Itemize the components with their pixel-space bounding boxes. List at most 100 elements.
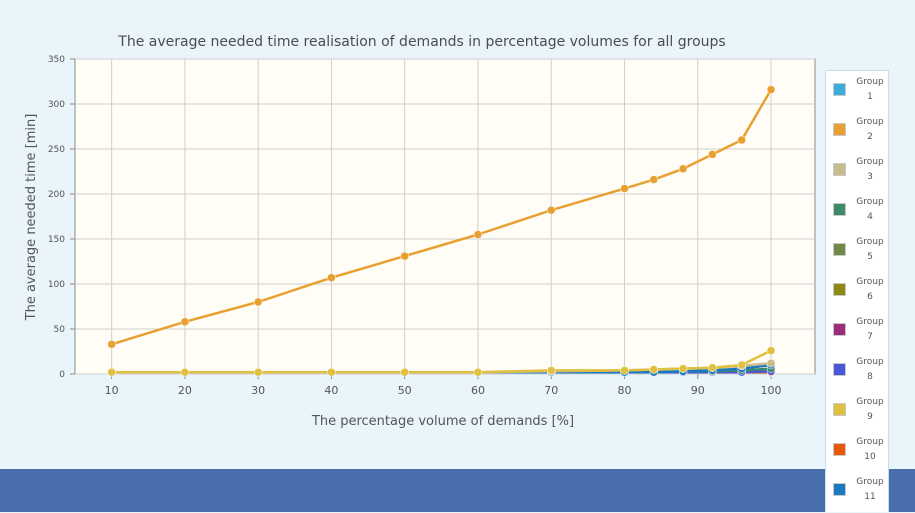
legend-label-line: Group <box>856 357 884 367</box>
legend-label-line: Group <box>856 77 884 87</box>
x-tick-label: 90 <box>691 384 705 397</box>
footer-band <box>0 469 915 512</box>
legend-label-line: Group <box>856 437 884 447</box>
plot-area <box>74 58 816 375</box>
legend-label-line: Group <box>856 477 884 487</box>
x-tick-label: 80 <box>618 384 632 397</box>
legend-label-line: 5 <box>867 252 873 262</box>
data-point <box>708 150 717 159</box>
legend-label-line: 7 <box>867 332 873 342</box>
data-point <box>180 317 190 327</box>
data-point <box>107 367 116 377</box>
y-tick-label: 350 <box>48 55 65 65</box>
legend-label-line: Group <box>856 317 884 327</box>
legend-item[interactable]: Group 9 <box>826 393 888 433</box>
legend-label-line: 9 <box>867 412 873 422</box>
legend-item[interactable]: Group 5 <box>826 233 888 273</box>
x-tick-label: 50 <box>398 384 412 397</box>
legend-label-line: 10 <box>864 452 876 462</box>
legend-label-line: 11 <box>864 492 876 502</box>
data-point <box>678 364 688 373</box>
legend-label-line: 3 <box>867 172 873 182</box>
legend-label: Group 3 <box>852 155 888 185</box>
x-tick-label: 10 <box>105 384 119 397</box>
data-point <box>620 184 629 193</box>
data-point <box>649 365 659 374</box>
legend-label-line: Group <box>856 237 884 247</box>
data-point <box>708 363 717 372</box>
legend-item[interactable]: Group 4 <box>826 193 888 233</box>
data-point <box>546 366 556 375</box>
legend-swatch <box>833 203 846 216</box>
legend-label: Group 10 <box>852 435 888 465</box>
legend-item[interactable]: Group 1 <box>826 73 888 113</box>
data-point <box>400 251 409 261</box>
y-tick-label: 300 <box>48 100 65 110</box>
legend-item[interactable]: Group 10 <box>826 433 888 473</box>
x-tick-label: 20 <box>178 384 192 397</box>
legend-label: Group 11 <box>852 475 888 505</box>
data-point <box>473 367 483 377</box>
legend-swatch <box>833 163 846 176</box>
data-point <box>327 273 336 282</box>
grid <box>75 58 815 375</box>
legend-swatch <box>833 83 846 96</box>
legend-label-line: Group <box>856 397 884 407</box>
legend-label: Group 7 <box>852 315 888 345</box>
y-tick-label: 150 <box>48 235 65 245</box>
y-tick-label: 0 <box>59 370 65 380</box>
y-tick-label: 250 <box>48 145 65 155</box>
data-point <box>766 85 776 94</box>
legend-item[interactable]: Group 3 <box>826 153 888 193</box>
axes: 0 50 100 150 200 250 300 350 10 20 30 40 50 60 70 80 90 1… <box>48 55 782 397</box>
data-point <box>180 367 190 377</box>
legend-swatch <box>833 123 846 136</box>
data-point <box>766 346 776 355</box>
data-point <box>620 366 629 375</box>
legend: Group 1 Group 2 Group 3 Group 4 Group 5 Group 6 Grou… <box>825 70 889 512</box>
y-tick-label: 50 <box>54 325 66 335</box>
legend-label-line: 1 <box>867 92 873 102</box>
legend-item[interactable]: Group 6 <box>826 273 888 313</box>
chart-title: The average needed time realisation of d… <box>117 34 725 50</box>
legend-item[interactable]: Group 2 <box>826 113 888 153</box>
data-point <box>737 360 746 370</box>
legend-label: Group 9 <box>852 395 888 425</box>
x-tick-label: 100 <box>761 384 782 397</box>
legend-item[interactable]: Group 8 <box>826 353 888 393</box>
legend-swatch <box>833 283 846 296</box>
data-point <box>400 367 409 377</box>
legend-label-line: Group <box>856 197 884 207</box>
legend-swatch <box>833 483 846 496</box>
data-point <box>473 230 483 239</box>
legend-swatch <box>833 323 846 336</box>
legend-label: Group 4 <box>852 195 888 225</box>
data-point <box>107 340 116 349</box>
legend-label-line: Group <box>856 157 884 167</box>
x-tick-label: 60 <box>471 384 485 397</box>
y-axis-label: The average needed time [min] <box>24 114 39 322</box>
data-point <box>766 358 776 368</box>
data-point <box>678 164 688 174</box>
series-group-9 <box>107 346 776 377</box>
legend-swatch <box>833 403 846 416</box>
series <box>107 85 776 377</box>
legend-label-line: 6 <box>867 292 873 302</box>
legend-label: Group 2 <box>852 115 888 145</box>
x-axis-label: The percentage volume of demands [%] <box>311 414 574 429</box>
x-tick-label: 30 <box>251 384 265 397</box>
data-point <box>253 367 263 377</box>
legend-swatch <box>833 363 846 376</box>
legend-label: Group 1 <box>852 75 888 105</box>
y-tick-label: 200 <box>48 190 65 200</box>
legend-item[interactable]: Group 11 <box>826 473 888 513</box>
legend-label-line: 2 <box>867 132 873 142</box>
legend-label-line: Group <box>856 117 884 127</box>
data-point <box>737 135 746 145</box>
data-point <box>546 205 556 215</box>
legend-swatch <box>833 443 846 456</box>
legend-label: Group 6 <box>852 275 888 305</box>
x-tick-label: 40 <box>324 384 338 397</box>
legend-item[interactable]: Group 7 <box>826 313 888 353</box>
